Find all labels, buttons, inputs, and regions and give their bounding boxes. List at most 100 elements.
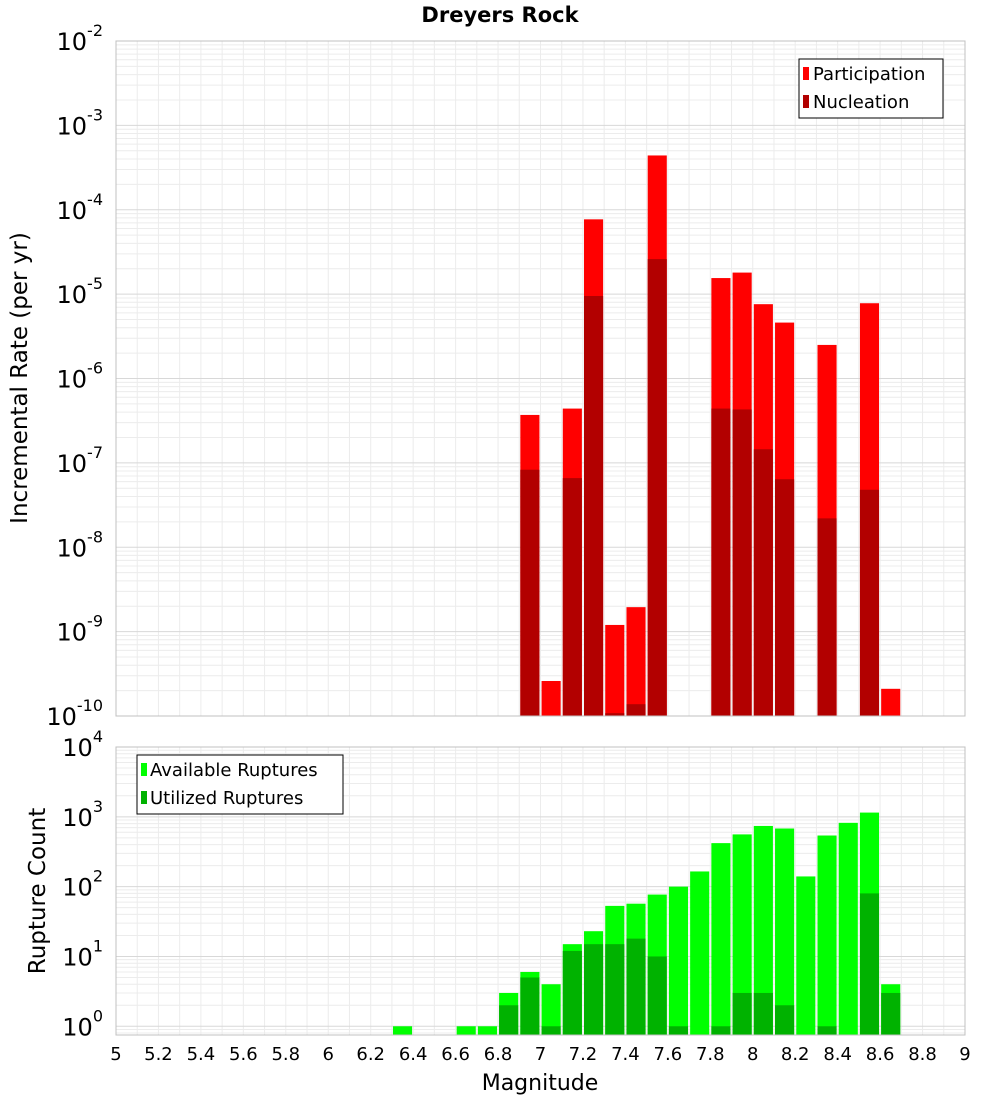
participation-bar	[541, 680, 561, 716]
utilized-bar	[859, 893, 880, 1035]
participation-bar	[605, 624, 625, 716]
x-tick-label: 7.6	[654, 1044, 683, 1065]
count-y-tick-label: 104	[62, 727, 103, 762]
utilized-legend-label: Utilized Ruptures	[150, 788, 303, 809]
utilized-bar	[647, 956, 667, 1035]
nucleation-bar	[711, 408, 731, 716]
nucleation-bar	[732, 409, 752, 716]
utilized-bar	[668, 1026, 689, 1035]
nucleation-bar	[626, 704, 646, 716]
x-tick-label: 6.6	[441, 1044, 470, 1065]
nucleation-legend-swatch	[803, 95, 809, 108]
count-y-tick-label: 102	[62, 867, 103, 902]
utilized-bar	[520, 977, 540, 1035]
x-tick-label: 9	[959, 1044, 970, 1065]
count-y-axis-label: Rupture Count	[25, 808, 51, 974]
nucleation-bar	[647, 259, 667, 716]
rate-y-tick-label: 10-7	[57, 443, 104, 478]
utilized-bar	[881, 992, 901, 1035]
available-bar	[796, 876, 816, 1035]
rate-y-axis-label: Incremental Rate (per yr)	[7, 232, 33, 524]
x-tick-label: 8.2	[781, 1044, 810, 1065]
x-tick-label: 5.8	[271, 1044, 300, 1065]
x-tick-label: 6	[323, 1044, 334, 1065]
participation-legend-swatch	[803, 67, 809, 80]
rate-grid	[115, 41, 966, 716]
x-tick-label: 8	[747, 1044, 758, 1065]
utilized-bar	[499, 1005, 519, 1035]
utilized-bar	[753, 992, 773, 1035]
rate-plot-border	[115, 40, 966, 717]
available-bar	[456, 1026, 476, 1035]
rate-legend-box	[798, 58, 944, 119]
rate-y-tick-label: 10-5	[57, 274, 104, 309]
utilized-legend-swatch	[141, 791, 147, 804]
chart-title: Dreyers Rock	[421, 3, 579, 27]
count-y-tick-label: 101	[62, 936, 103, 971]
nucleation-bar	[775, 479, 795, 716]
utilized-bar	[584, 944, 604, 1035]
count-panel: 100 101 102 103 104 5 5.2 5.4 5.6 5.8 6 6.2 6.4 6.6 6…	[25, 727, 971, 1096]
available-bar	[817, 835, 837, 1035]
count-bars	[392, 812, 901, 1035]
x-tick-labels: 5 5.2 5.4 5.6 5.8 6 6.2 6.4 6.6 6.8 7 7.2 7.4 7.6 7.8 8…	[110, 1044, 970, 1065]
nucleation-bar	[520, 469, 540, 716]
x-tick-label: 5	[110, 1044, 121, 1065]
x-axis-label: Magnitude	[482, 1071, 599, 1096]
count-legend-box	[136, 754, 344, 815]
count-legend: Available Ruptures Utilized Ruptures	[136, 754, 344, 815]
rate-y-tick-label: 10-6	[57, 359, 104, 394]
available-bar	[711, 843, 731, 1035]
nucleation-bar	[605, 713, 625, 716]
utilized-bar	[626, 938, 646, 1035]
x-tick-label: 6.4	[399, 1044, 428, 1065]
participation-bar	[881, 688, 901, 716]
x-tick-label: 7.2	[569, 1044, 598, 1065]
available-bar	[732, 834, 752, 1035]
x-tick-label: 6.2	[356, 1044, 385, 1065]
available-legend-label: Available Ruptures	[150, 760, 318, 781]
rate-y-tick-label: 10-10	[46, 696, 103, 731]
rate-y-tick-labels: 10-10 10-9 10-8 10-7 10-6 10-5 10-4 10-3 10-2	[46, 21, 103, 731]
rate-y-tick-label: 10-9	[57, 612, 104, 647]
x-tick-label: 5.4	[187, 1044, 216, 1065]
rate-y-tick-label: 10-8	[57, 527, 104, 562]
x-tick-label: 7	[535, 1044, 546, 1065]
count-plot-border	[115, 746, 966, 1036]
utilized-bar	[732, 992, 752, 1035]
x-tick-label: 5.2	[144, 1044, 173, 1065]
x-tick-label: 6.8	[484, 1044, 513, 1065]
available-bar	[753, 825, 773, 1035]
x-tick-label: 8.6	[866, 1044, 895, 1065]
nucleation-bar	[584, 296, 604, 716]
x-tick-label: 8.8	[908, 1044, 937, 1065]
x-tick-label: 7.8	[696, 1044, 725, 1065]
count-y-tick-labels: 100 101 102 103 104	[62, 727, 103, 1041]
rate-y-tick-label: 10-2	[57, 21, 104, 56]
x-tick-label: 7.4	[611, 1044, 640, 1065]
utilized-bar	[541, 1026, 561, 1035]
available-bar	[690, 871, 710, 1035]
nucleation-bar	[753, 449, 773, 716]
nucleation-bar	[859, 489, 880, 716]
available-bar	[668, 886, 689, 1035]
nucleation-bar	[817, 518, 837, 716]
rate-y-tick-label: 10-4	[57, 190, 104, 225]
utilized-bar	[817, 1026, 837, 1035]
count-y-tick-label: 103	[62, 797, 103, 832]
utilized-bar	[711, 1026, 731, 1035]
nucleation-legend-label: Nucleation	[813, 92, 909, 113]
count-y-tick-label: 100	[62, 1006, 103, 1041]
participation-bar	[626, 607, 646, 716]
utilized-bar	[605, 944, 625, 1035]
nucleation-bar	[562, 478, 582, 716]
participation-legend-label: Participation	[813, 64, 925, 85]
available-legend-swatch	[141, 763, 147, 776]
available-bar	[477, 1026, 497, 1035]
rate-bars	[520, 155, 901, 717]
x-tick-label: 5.6	[229, 1044, 258, 1065]
rate-panel: 10-10 10-9 10-8 10-7 10-6 10-5 10-4 10-3 10-2 In…	[7, 21, 966, 731]
utilized-bar	[562, 950, 582, 1035]
available-bar	[838, 822, 858, 1035]
